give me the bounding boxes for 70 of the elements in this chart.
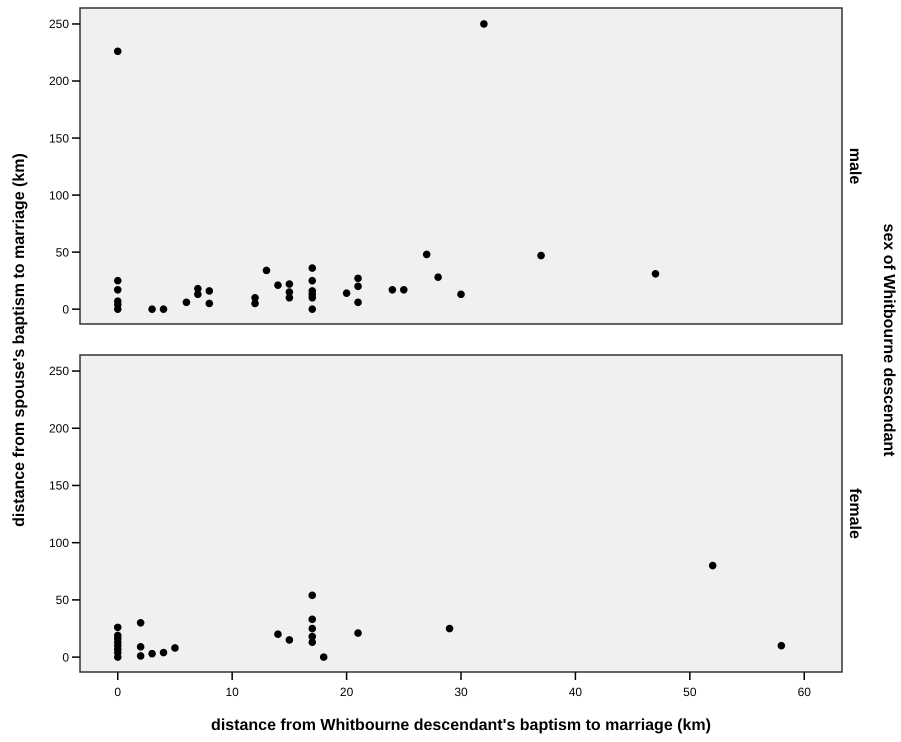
point — [251, 300, 259, 308]
point — [136, 643, 144, 651]
point — [342, 289, 350, 297]
y-tick-label: 50 — [56, 593, 70, 608]
point — [308, 592, 316, 600]
point — [205, 300, 214, 308]
point — [148, 650, 156, 658]
point — [262, 266, 270, 274]
text: male — [846, 148, 863, 184]
point — [354, 629, 362, 637]
x-tick-label: 50 — [683, 685, 697, 699]
x-tick-label: 20 — [340, 685, 354, 699]
point — [457, 290, 465, 298]
x-tick-label: 10 — [225, 685, 240, 699]
point — [308, 638, 316, 646]
point — [114, 624, 122, 632]
text: sex of Whitbourne descendant — [880, 224, 897, 458]
y-tick-label: 200 — [48, 74, 70, 88]
point — [286, 636, 294, 644]
point — [274, 281, 282, 290]
point — [354, 282, 362, 290]
y-tick-label: 150 — [48, 478, 70, 493]
point — [308, 624, 316, 632]
x-axis-title: distance from Whitbourne descendant's baptism to marriage (km) — [211, 717, 711, 734]
point — [400, 286, 408, 294]
point — [354, 298, 362, 306]
x-tick-label: 0 — [114, 685, 122, 699]
point — [286, 280, 294, 288]
point — [422, 250, 430, 258]
point — [537, 252, 545, 260]
point — [778, 642, 786, 650]
y-tick-label: 0 — [62, 650, 70, 664]
point — [205, 287, 214, 295]
point — [160, 305, 168, 313]
y-tick-label: 200 — [48, 421, 70, 436]
point — [194, 290, 202, 298]
x-tick-label: 60 — [798, 685, 812, 699]
y-tick-label: 100 — [48, 536, 70, 550]
y-tick-label: 150 — [48, 131, 70, 146]
x-tick-label: 40 — [568, 685, 582, 699]
y-tick-label: 250 — [48, 364, 70, 378]
point — [434, 273, 442, 282]
y-axis-title: distance from spouse's baptism to marriage (km) — [11, 153, 28, 527]
y-tick-label: 250 — [48, 17, 70, 32]
point — [308, 276, 316, 284]
point — [114, 286, 122, 294]
point — [652, 270, 660, 278]
y-tick-label: 0 — [62, 302, 70, 316]
point — [446, 624, 454, 632]
point — [136, 652, 144, 660]
point — [320, 653, 328, 661]
point — [308, 616, 316, 624]
point — [114, 276, 122, 284]
point — [480, 20, 488, 28]
point — [160, 648, 168, 656]
text: female — [846, 488, 863, 539]
point — [354, 274, 362, 282]
point — [148, 305, 156, 313]
point — [388, 286, 396, 294]
point — [308, 305, 316, 313]
x-tick-label: 30 — [454, 685, 468, 699]
point — [136, 618, 144, 627]
y-tick-label: 50 — [56, 245, 70, 260]
y-tick-label: 100 — [48, 188, 70, 202]
point — [308, 264, 316, 272]
point — [274, 630, 282, 638]
point — [708, 562, 717, 570]
point — [114, 48, 122, 56]
point — [182, 298, 190, 306]
point — [171, 644, 179, 652]
